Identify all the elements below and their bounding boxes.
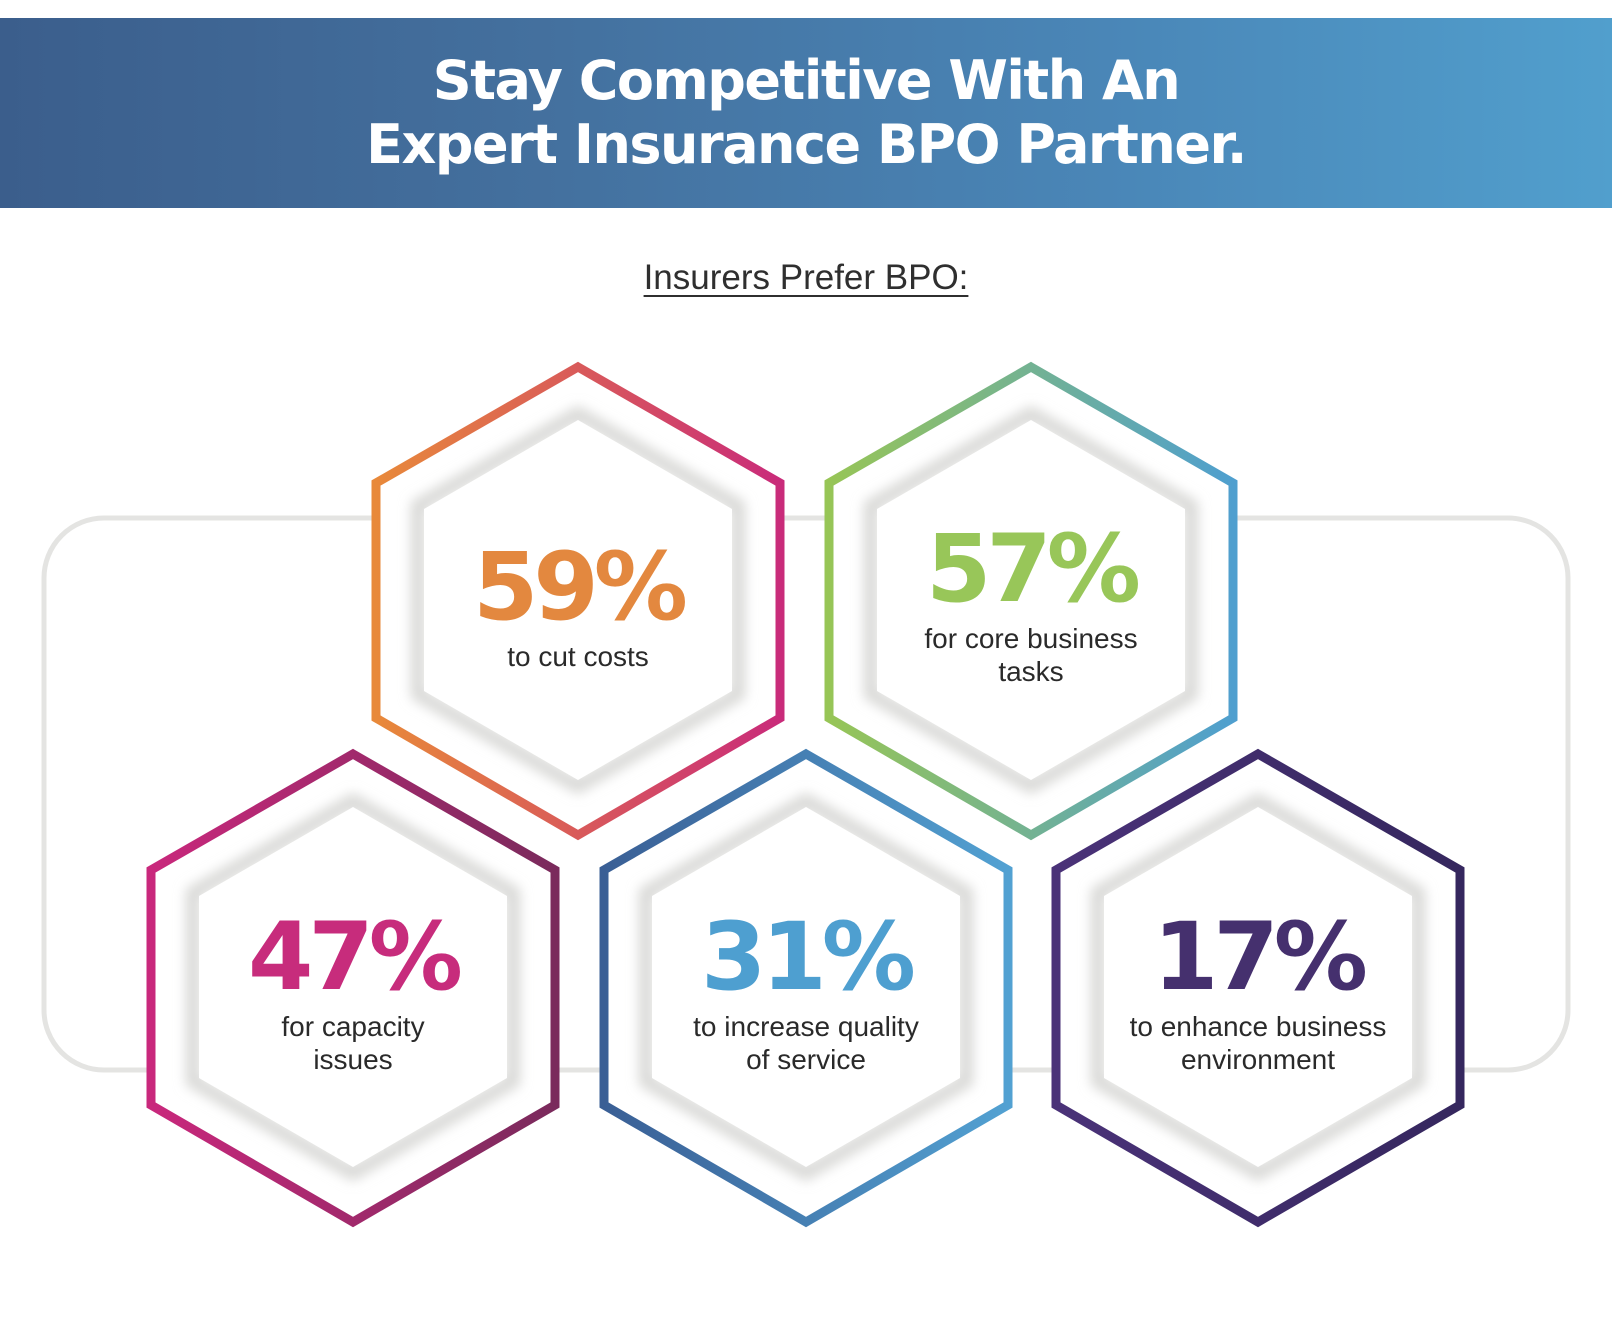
- stat-value: 59%: [473, 533, 688, 642]
- title-line-1: Stay Competitive With An: [432, 49, 1181, 112]
- header-banner: Stay Competitive With An Expert Insuranc…: [0, 18, 1612, 208]
- stat-quality: 31% to increase quality of service: [646, 910, 966, 1076]
- stat-label-line2: environment: [1180, 1044, 1336, 1075]
- stat-value: 57%: [926, 515, 1141, 624]
- stat-label: for capacity: [281, 1011, 425, 1042]
- stat-value: 31%: [701, 903, 916, 1012]
- stat-label: to increase quality: [693, 1011, 919, 1042]
- stat-cut-costs: 59% to cut costs: [418, 540, 738, 673]
- hexagon-quality: [599, 748, 1013, 1228]
- stat-label-line2: issues: [313, 1044, 393, 1075]
- stat-label: for core business: [924, 623, 1138, 654]
- hexagon-core-business: [824, 361, 1238, 841]
- hexagon-cut-costs: [371, 361, 785, 841]
- stat-label: to cut costs: [507, 641, 649, 672]
- hexagon-environment: [1051, 748, 1465, 1228]
- stat-core-business: 57% for core business tasks: [871, 522, 1191, 688]
- stat-value: 47%: [248, 903, 463, 1012]
- stat-environment: 17% to enhance business environment: [1098, 910, 1418, 1076]
- title-line-2: Expert Insurance BPO Partner.: [366, 113, 1247, 176]
- hexagon-capacity: [146, 748, 560, 1228]
- stat-label-line2: of service: [746, 1044, 866, 1075]
- section-subtitle: Insurers Prefer BPO:: [643, 258, 969, 297]
- stat-value: 17%: [1153, 903, 1368, 1012]
- stat-label-line2: tasks: [998, 656, 1064, 687]
- stat-label: to enhance business: [1129, 1011, 1387, 1042]
- stat-capacity: 47% for capacity issues: [193, 910, 513, 1076]
